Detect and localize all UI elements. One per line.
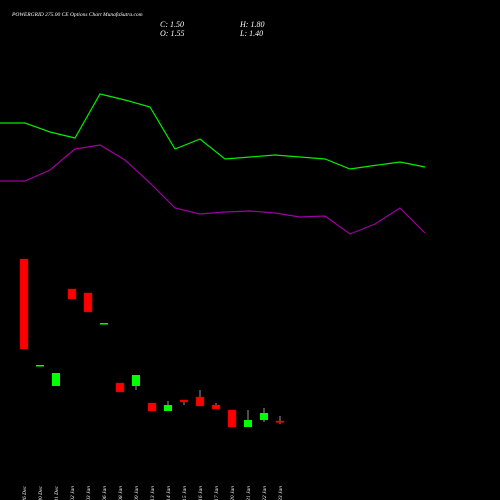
close-label: C: 1.50: [160, 20, 184, 29]
candle-body: [36, 365, 44, 367]
candle-body: [132, 375, 140, 386]
x-tick-label: 06 Jan: [102, 486, 108, 500]
chart-title: POWERGRID 275.00 CE Options Chart Munafa…: [11, 11, 143, 18]
x-tick-label: 16 Jan: [198, 486, 204, 500]
x-tick-label: 20 Jan: [230, 486, 236, 500]
candle-body: [179, 399, 189, 403]
candle-body: [83, 292, 93, 313]
x-tick-label: 02 Jan: [70, 486, 76, 500]
candle-body: [244, 420, 252, 427]
x-tick-label: 23 Jan: [278, 486, 284, 500]
x-tick-label: 13 Jan: [150, 486, 156, 500]
x-tick-label: 31 Dec: [54, 485, 60, 500]
open-label: O: 1.55: [160, 29, 184, 38]
x-tick-label: 14 Jan: [165, 486, 172, 500]
x-tick-label: 15 Jan: [182, 486, 188, 500]
candle-body: [147, 402, 157, 412]
candle-body: [275, 420, 285, 423]
candle-body: [260, 413, 268, 420]
candle-body: [19, 258, 29, 350]
candle-body: [164, 405, 172, 411]
x-tick-label: 17 Jan: [214, 486, 220, 500]
x-tick-label: 22 Jan: [262, 486, 268, 500]
candle-body: [52, 373, 60, 386]
high-label: H: 1.80: [239, 20, 264, 29]
x-tick-label: 26 Dec: [22, 485, 28, 500]
indicator-line: [0, 144, 426, 235]
indicator-line: [0, 93, 426, 170]
x-tick-label: 03 Jan: [86, 486, 92, 500]
x-tick-label: 08 Jan: [118, 486, 124, 500]
x-tick-label: 21 Jan: [246, 486, 252, 500]
low-label: L: 1.40: [239, 29, 263, 38]
x-tick-label: 30 Dec: [38, 485, 44, 500]
candle-body: [227, 409, 237, 428]
candle-body: [100, 323, 108, 325]
x-tick-label: 09 Jan: [134, 486, 140, 500]
candle-body: [195, 396, 205, 407]
candle-body: [67, 288, 77, 300]
candle-body: [115, 382, 125, 393]
candle-body: [211, 404, 221, 410]
